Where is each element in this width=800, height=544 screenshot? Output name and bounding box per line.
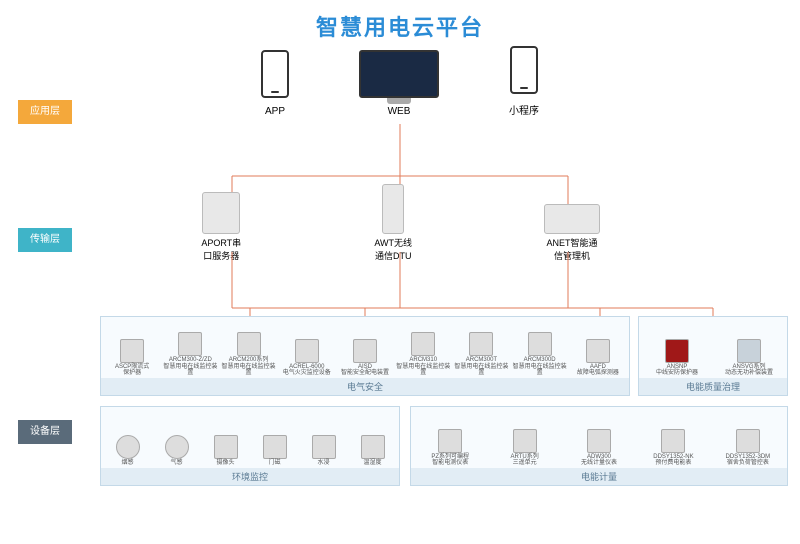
group-meter-item-1: ARTU系列 三遥单元: [487, 429, 561, 467]
group-power_quality: ANSNP 中线安防保护器ANSVG系列 动态无功补偿装置电能质量治理: [638, 316, 788, 396]
group-env-item-3: 门磁: [250, 435, 299, 467]
group-env-item-4: 水浸: [299, 435, 348, 467]
group-meter: PZ系列可编程 智能电测仪表ARTU系列 三遥单元ADW300 无线计量仪表DD…: [410, 406, 788, 486]
group-env-item-5-icon: [361, 435, 385, 459]
app-web-label: WEB: [359, 106, 439, 117]
group-meter-item-0: PZ系列可编程 智能电测仪表: [413, 429, 487, 467]
app-mini-label: 小程序: [509, 102, 539, 117]
transport-anet-icon: [544, 204, 600, 234]
group-env-item-5-label: 温湿度: [348, 460, 397, 467]
transport-awt-icon: [382, 184, 404, 234]
group-env-title: 环境监控: [101, 468, 399, 485]
group-env: 烟感气感摄像头门磁水浸温湿度环境监控: [100, 406, 400, 486]
app-mini: 小程序: [509, 46, 539, 117]
group-safety-item-6-label: ARCM300T 智慧用电在线监控装置: [452, 357, 510, 377]
group-safety-item-7-icon: [528, 332, 552, 356]
app-mobile-label: APP: [261, 106, 289, 117]
group-power_quality-title: 电能质量治理: [639, 378, 787, 395]
group-env-item-2-label: 摄像头: [201, 460, 250, 467]
group-safety-item-2: ARCM200系列 智慧用电在线监控装置: [219, 332, 277, 377]
group-env-item-3-label: 门磁: [250, 460, 299, 467]
group-safety-item-1: ARCM300-Z/ZD 智慧用电在线监控装置: [161, 332, 219, 377]
group-safety-item-8-icon: [586, 339, 610, 363]
group-env-item-0: 烟感: [103, 435, 152, 467]
group-safety-item-8-label: AAFD 故障电弧探测器: [569, 364, 627, 377]
group-meter-item-3-label: DDSY1352-NK 预付费电能表: [636, 454, 710, 467]
group-meter-item-1-icon: [513, 429, 537, 453]
group-meter-title: 电能计量: [411, 468, 787, 485]
group-safety-item-1-icon: [178, 332, 202, 356]
group-power_quality-item-0-label: ANSNP 中线安防保护器: [641, 364, 713, 377]
group-power_quality-item-1: ANSVG系列 动态无功补偿装置: [713, 339, 785, 377]
group-safety-item-5-label: ARCM310 智慧用电在线监控装置: [394, 357, 452, 377]
group-meter-item-4-icon: [736, 429, 760, 453]
transport-awt-label: AWT无线通信DTU: [372, 236, 414, 262]
group-safety-item-3: ACREL-6000 电气火灾监控设备: [278, 339, 336, 377]
group-safety-item-5-icon: [411, 332, 435, 356]
transport-aport-label: APORT串口服务器: [200, 236, 242, 262]
group-meter-item-4-label: DDSY1352-3DM 宿舍负荷管控表: [711, 454, 785, 467]
group-meter-item-0-icon: [438, 429, 462, 453]
transport-aport: APORT串口服务器: [200, 192, 242, 262]
group-meter-item-1-label: ARTU系列 三遥单元: [487, 454, 561, 467]
group-power_quality-item-1-icon: [737, 339, 761, 363]
group-power_quality-item-1-label: ANSVG系列 动态无功补偿装置: [713, 364, 785, 377]
group-env-item-4-icon: [312, 435, 336, 459]
group-env-item-1: 气感: [152, 435, 201, 467]
transport-layer-row: APORT串口服务器 AWT无线通信DTU ANET智能通信管理机: [0, 156, 800, 264]
group-env-item-0-icon: [116, 435, 140, 459]
group-safety-item-2-label: ARCM200系列 智慧用电在线监控装置: [219, 357, 277, 377]
group-safety-item-6-icon: [469, 332, 493, 356]
group-safety-item-5: ARCM310 智慧用电在线监控装置: [394, 332, 452, 377]
app-web: WEB: [359, 50, 439, 117]
group-power_quality-item-0: ANSNP 中线安防保护器: [641, 339, 713, 377]
group-env-item-5: 温湿度: [348, 435, 397, 467]
group-meter-item-4: DDSY1352-3DM 宿舍负荷管控表: [711, 429, 785, 467]
group-safety-item-4-label: AISD 智能安全配电装置: [336, 364, 394, 377]
group-meter-item-3: DDSY1352-NK 预付费电能表: [636, 429, 710, 467]
group-env-item-4-label: 水浸: [299, 460, 348, 467]
group-safety-item-1-label: ARCM300-Z/ZD 智慧用电在线监控装置: [161, 357, 219, 377]
equipment-layer-row: ASCP限流式 保护器ARCM300-Z/ZD 智慧用电在线监控装置ARCM20…: [0, 264, 800, 544]
group-meter-item-3-icon: [661, 429, 685, 453]
page-title: 智慧用电云平台: [0, 0, 800, 46]
group-safety-item-7-label: ARCM300D 智慧用电在线监控装置: [511, 357, 569, 377]
group-safety-item-0-icon: [120, 339, 144, 363]
app-mobile: APP: [261, 50, 289, 117]
group-env-item-1-label: 气感: [152, 460, 201, 467]
group-safety-title: 电气安全: [101, 378, 629, 395]
group-meter-item-2: ADW300 无线计量仪表: [562, 429, 636, 467]
group-env-item-0-label: 烟感: [103, 460, 152, 467]
group-safety-item-3-icon: [295, 339, 319, 363]
transport-anet: ANET智能通信管理机: [544, 204, 600, 262]
transport-aport-icon: [202, 192, 240, 234]
app-mini-icon: [510, 46, 538, 94]
group-safety-item-3-label: ACREL-6000 电气火灾监控设备: [278, 364, 336, 377]
group-safety-item-0: ASCP限流式 保护器: [103, 339, 161, 377]
group-safety-item-7: ARCM300D 智慧用电在线监控装置: [511, 332, 569, 377]
transport-anet-label: ANET智能通信管理机: [544, 236, 600, 262]
group-meter-item-2-icon: [587, 429, 611, 453]
app-layer-row: APP WEB 小程序: [0, 46, 800, 156]
group-env-item-2-icon: [214, 435, 238, 459]
app-web-icon: [359, 50, 439, 98]
transport-awt: AWT无线通信DTU: [372, 184, 414, 262]
group-safety-item-6: ARCM300T 智慧用电在线监控装置: [452, 332, 510, 377]
group-safety: ASCP限流式 保护器ARCM300-Z/ZD 智慧用电在线监控装置ARCM20…: [100, 316, 630, 396]
group-meter-item-0-label: PZ系列可编程 智能电测仪表: [413, 454, 487, 467]
group-power_quality-item-0-icon: [665, 339, 689, 363]
group-env-item-2: 摄像头: [201, 435, 250, 467]
group-safety-item-0-label: ASCP限流式 保护器: [103, 364, 161, 377]
group-meter-item-2-label: ADW300 无线计量仪表: [562, 454, 636, 467]
group-safety-item-4-icon: [353, 339, 377, 363]
group-env-item-1-icon: [165, 435, 189, 459]
group-safety-item-2-icon: [237, 332, 261, 356]
app-mobile-icon: [261, 50, 289, 98]
group-safety-item-4: AISD 智能安全配电装置: [336, 339, 394, 377]
group-env-item-3-icon: [263, 435, 287, 459]
group-safety-item-8: AAFD 故障电弧探测器: [569, 339, 627, 377]
